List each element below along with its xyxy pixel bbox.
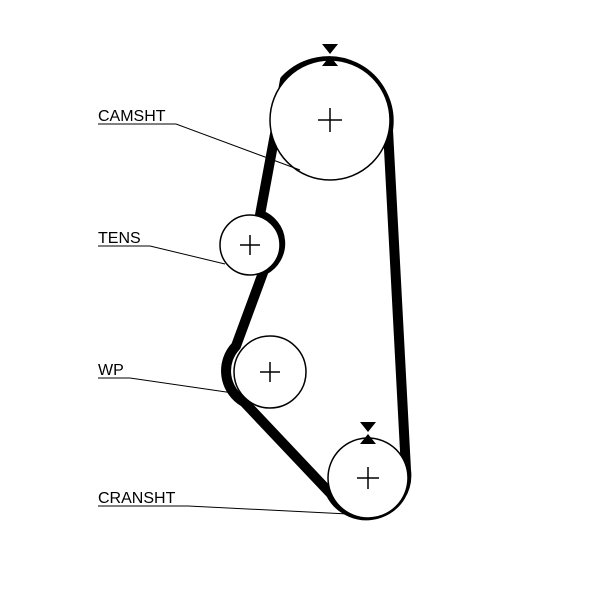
camshaft-label: CAMSHT — [98, 108, 166, 126]
waterpump-label: WP — [98, 362, 124, 380]
timing-belt-diagram — [0, 0, 600, 589]
diagram-svg — [0, 0, 600, 589]
tensioner-label: TENS — [98, 230, 141, 248]
crankshaft-label: CRANSHT — [98, 490, 175, 508]
